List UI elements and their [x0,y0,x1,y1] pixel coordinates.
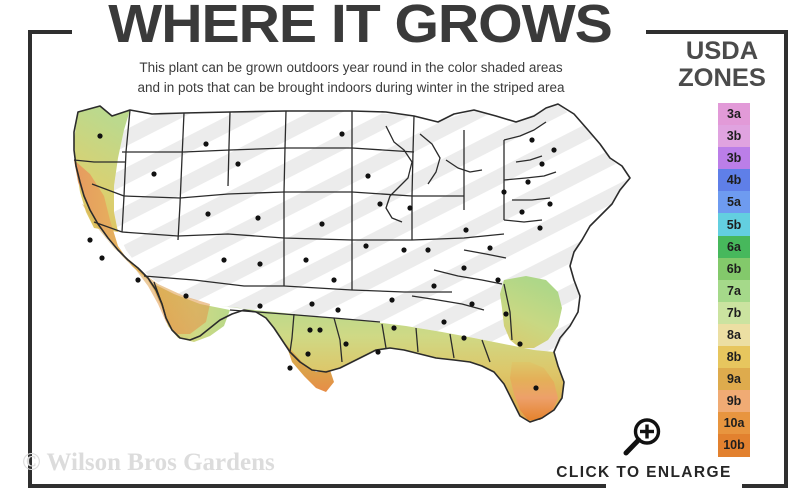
usda-zones-heading-line-2: ZONES [678,64,766,92]
usda-zone-swatch-label: 10b [723,438,745,453]
usda-zone-swatch-7a-8: 7a [718,279,750,302]
usda-zone-swatch-9a-12: 9a [718,368,750,391]
usda-zone-swatch-label: 5b [726,217,742,232]
usda-zone-swatch-label: 3b [726,151,742,166]
frame-right-edge [784,30,788,488]
usda-zone-swatch-label: 5a [727,195,741,210]
usda-zone-swatch-label: 9a [727,372,741,387]
usda-zone-swatch-6a-6: 6a [718,235,750,258]
striped-region [114,104,630,352]
page-title: WHERE IT GROWS [108,0,613,54]
map-svg [34,100,654,460]
usda-zone-swatch-label: 3b [726,129,742,144]
usda-zone-swatch-5a-4: 5a [718,191,750,214]
usda-zone-swatch-label: 9b [726,394,742,409]
usda-zone-swatch-8b-11: 8b [718,346,750,369]
usda-zone-swatch-label: 8a [727,327,741,342]
city-dots [87,131,557,391]
usda-zone-swatch-label: 8b [726,350,742,365]
frame-left-edge [28,30,32,488]
usda-zones-heading-line-1: USDA [685,37,759,65]
usda-zone-map[interactable] [34,100,654,460]
frame-bottom-left-edge [28,484,606,488]
usda-zone-swatch-7b-9: 7b [718,301,750,324]
usda-zones-heading: USDA ZONES [660,38,784,92]
usda-zone-swatch-4b-3: 4b [718,169,750,192]
usda-zone-swatch-6b-7: 6b [718,257,750,280]
subtitle-line-1: This plant can be grown outdoors year ro… [139,60,563,75]
usda-zone-swatch-label: 10a [723,416,745,431]
usda-zone-swatch-label: 3a [727,107,741,122]
usda-zone-swatch-10b-15: 10b [718,434,750,457]
frame-top-left-stub [28,30,72,34]
usda-zone-swatch-label: 4b [726,173,742,188]
click-to-enlarge-label[interactable]: CLICK TO ENLARGE [556,464,732,481]
usda-zone-swatch-5b-5: 5b [718,213,750,236]
usda-zone-swatch-label: 7b [726,305,742,320]
usda-zone-swatch-9b-13: 9b [718,390,750,413]
colored-zone-shading [74,106,564,422]
usda-zone-swatch-3b-2: 3b [718,147,750,170]
usda-zone-swatch-label: 6b [726,261,742,276]
state-boundaries [73,103,631,423]
usda-zone-swatch-label: 7a [727,283,741,298]
usda-zone-swatch-3a-0: 3a [718,103,750,126]
usda-zone-swatch-3b-1: 3b [718,125,750,148]
usda-zones-legend: USDA ZONES 3a 3b 3b 4b 5a 5b 6a 6b 7a 7b 8a 8b 9a 9b 1… [660,38,784,478]
usda-zone-swatch-list: 3a 3b 3b 4b 5a 5b 6a 6b 7a 7b 8a 8b 9a 9b 10a 10b [718,103,750,457]
subtitle-line-2: and in pots that can be brought indoors … [137,80,565,95]
subtitle-text: This plant can be grown outdoors year ro… [48,58,654,98]
usda-zone-swatch-label: 6a [727,239,741,254]
usda-zone-swatch-8a-10: 8a [718,323,750,347]
usda-zone-swatch-10a-14: 10a [718,412,750,435]
watermark-copyright: © Wilson Bros Gardens [22,449,275,476]
magnifier-plus-glyph [623,418,661,456]
magnifier-plus-icon[interactable] [620,416,666,458]
frame-top-right-stub [646,30,788,34]
frame-bottom-right-stub [742,484,788,488]
